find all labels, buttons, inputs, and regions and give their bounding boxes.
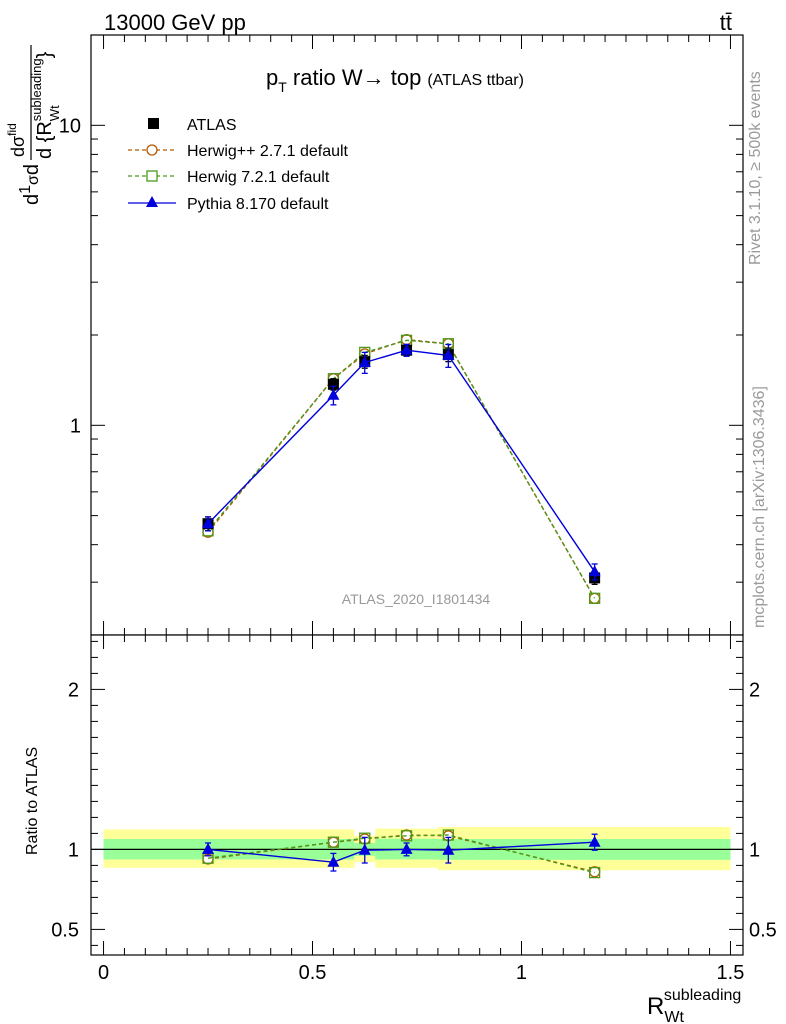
main-plot-background <box>91 35 743 635</box>
ratio-y-axis-label: Ratio to ATLAS <box>24 747 41 855</box>
ratio-pythia-point <box>358 843 371 855</box>
ratio-uncertainty-bands <box>103 827 731 871</box>
x-axis-label: RWtsubleading <box>647 987 741 1024</box>
ratio-herwig7-point <box>327 836 340 848</box>
main-atlas-point <box>327 378 339 390</box>
ratio-y-tick-label: 0.5 <box>51 919 79 941</box>
ratio-y-tick-label-right: 1 <box>749 839 760 861</box>
main-axis-ticks: 1 10 <box>59 34 743 636</box>
header-channel: tt̄ <box>720 10 732 35</box>
ratio-y-tick-label-right: 2 <box>749 679 760 701</box>
main-y-axis-label: d1σd dσfid d {RWtsubleading} <box>5 45 62 205</box>
header-process: 13000 GeV pp <box>104 10 246 35</box>
ratio-y-tick-label-right: 0.5 <box>749 919 777 941</box>
ratio-plot-frame <box>90 634 744 956</box>
main-pythia-point <box>588 565 601 577</box>
main-herwig7-line <box>207 339 596 599</box>
ratio-x-tick-label: 1 <box>516 962 527 984</box>
legend-marker-pythia <box>146 196 158 207</box>
legend-label-pythia: Pythia 8.170 default <box>187 196 329 213</box>
ratio-y-tick-label: 2 <box>68 679 79 701</box>
main-pythia-line <box>207 349 596 573</box>
legend-marker-atlas <box>148 118 159 129</box>
legend-label-atlas: ATLAS <box>187 117 237 134</box>
ratio-x-tick-label: 0.5 <box>299 962 327 984</box>
ratio-pythia-point <box>400 842 413 854</box>
ratio-pythia-point <box>588 835 601 847</box>
ratio-herwig7-line <box>207 834 595 874</box>
svg-text:d1σd: d1σd <box>17 164 43 205</box>
ratio-herwig7-point <box>400 830 413 842</box>
legend-label-herwig7: Herwig 7.2.1 default <box>187 169 330 186</box>
ratio-axis-ticks: 0.5 0.5 1 1 2 2 0 0.5 1 1.5 <box>51 635 777 984</box>
analysis-watermark: ATLAS_2020_I1801434 <box>342 591 491 607</box>
main-herwig7-point <box>588 592 601 604</box>
main-series-group <box>202 333 601 604</box>
main-pythia-point <box>358 355 371 367</box>
ratio-herwigpp-point <box>400 829 413 841</box>
ratio-panel: 0.5 0.5 1 1 2 2 0 0.5 1 1.5 Ratio to ATLAS RWtsub… <box>24 634 777 1024</box>
legend-marker-herwigpp <box>146 144 158 156</box>
ratio-series-group <box>202 829 601 879</box>
main-herwigpp-point <box>588 592 601 604</box>
ratio-pythia-point <box>442 843 455 855</box>
ratio-plot-background <box>91 635 743 955</box>
ratio-pythia-point <box>202 842 215 854</box>
ratio-y-tick-label: 1 <box>68 839 79 861</box>
mcplots-label: mcplots.cern.ch [arXiv:1306.3436] <box>751 386 768 628</box>
ratio-x-tick-label: 0 <box>98 962 109 984</box>
main-pythia-point <box>202 517 215 529</box>
legend: ATLAS Herwig++ 2.7.1 default Herwig 7.2.… <box>128 117 349 213</box>
main-y-tick-label: 1 <box>70 415 81 437</box>
main-y-tick-label: 10 <box>59 115 81 137</box>
ratio-pythia-point <box>327 855 340 867</box>
svg-text:dσfid: dσfid <box>5 123 28 157</box>
ratio-herwigpp-point <box>588 866 601 878</box>
main-pythia-point <box>442 348 455 360</box>
ratio-pythia-line <box>207 841 595 863</box>
rivet-label: Rivet 3.1.10, ≥ 500k events <box>747 71 764 265</box>
legend-marker-herwig7 <box>146 170 158 182</box>
svg-text:d {RWtsubleading}: d {RWtsubleading} <box>29 51 62 159</box>
main-pythia-point <box>327 388 340 400</box>
ratio-herwig7-point <box>588 866 601 879</box>
legend-label-herwigpp: Herwig++ 2.7.1 default <box>187 143 349 160</box>
main-panel: 1 10 pT ratio W→ top (ATLAS ttbar) ATLAS_2… <box>5 34 744 636</box>
main-pythia-point <box>400 343 413 355</box>
ratio-x-tick-label: 1.5 <box>717 962 745 984</box>
main-title: pT ratio W→ top (ATLAS ttbar) <box>266 65 524 95</box>
